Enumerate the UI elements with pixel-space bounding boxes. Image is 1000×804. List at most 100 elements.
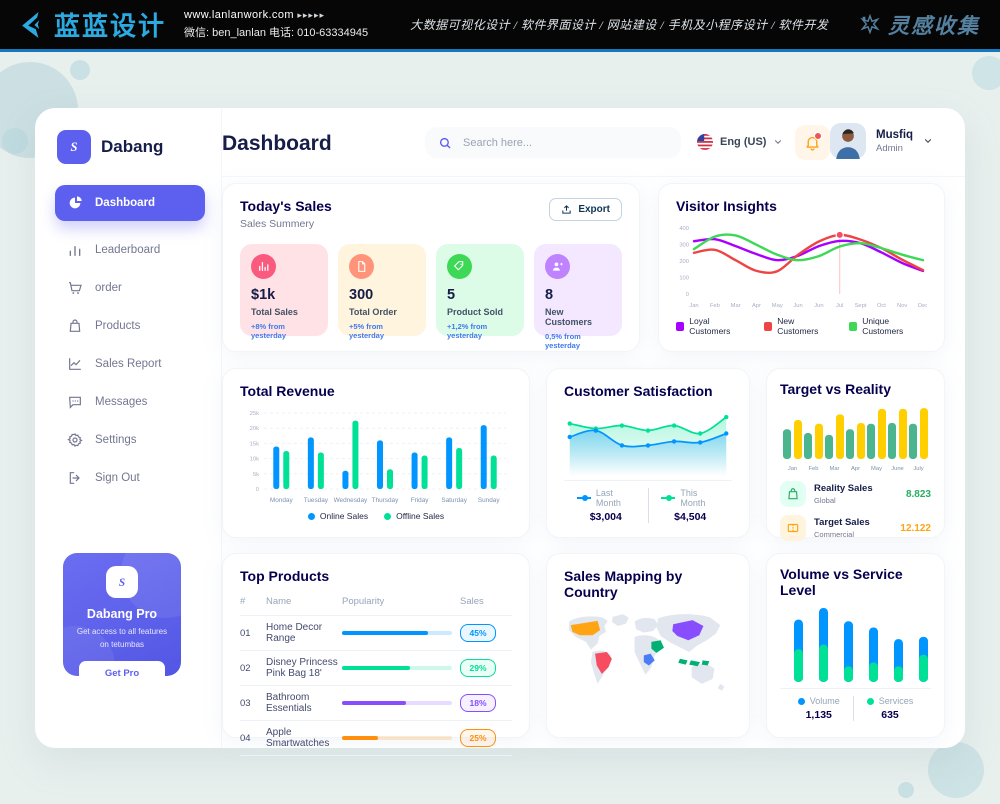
legend-item: Offline Sales: [384, 511, 444, 521]
product-rank: 02: [240, 662, 251, 674]
sidebar-item-dashboard[interactable]: Dashboard: [55, 185, 205, 221]
landmass-australia: [691, 664, 715, 684]
legend-total: $3,004: [589, 510, 622, 523]
svg-text:300: 300: [679, 243, 689, 249]
get-pro-button[interactable]: Get Pro: [79, 660, 165, 676]
sales-badge: 45%: [460, 624, 496, 642]
table-cell: Apple Smartwatches: [266, 721, 342, 756]
landmass-europe: [634, 617, 659, 633]
svg-text:Apr: Apr: [851, 466, 860, 472]
sidebar-item-products[interactable]: Products: [55, 307, 205, 345]
svg-text:S: S: [119, 577, 125, 589]
user-menu[interactable]: Musfiq Admin: [830, 123, 933, 159]
sidebar-divider: [221, 108, 222, 748]
pro-title: Dabang Pro: [86, 607, 158, 621]
stat-label: Product Sold: [447, 307, 503, 317]
visitor-insights-card: Visitor Insights 0 100 200 300 400 Jan Feb Mar A…: [658, 183, 945, 352]
table-cell: [342, 651, 460, 686]
svg-text:Jan: Jan: [689, 303, 698, 309]
target-vs-reality-card: Target vs Reality Jan Feb Mar Apr May June Jul…: [766, 368, 945, 541]
stat-trend: 0,5% from yesterday: [545, 332, 581, 350]
sidebar-item-sign-out[interactable]: Sign Out: [55, 459, 205, 497]
legend-divider: [647, 487, 649, 523]
table-cell: 01: [240, 616, 266, 651]
brand-name: Dabang: [101, 137, 164, 156]
volume-service-chart: [780, 602, 931, 686]
us-flag-icon: [697, 134, 713, 150]
sidebar-item-label: Sign Out: [95, 472, 140, 484]
country-saudi-arabia: [651, 640, 664, 653]
pro-card: S Dabang Pro Get access to all features …: [63, 553, 181, 676]
tag-icon: [447, 254, 472, 279]
legend-item: Volume 1,135: [785, 696, 853, 721]
sidebar-menu: Dashboard Leaderboard order Products Sales R…: [55, 185, 205, 497]
legend-swatch: [797, 697, 805, 705]
export-button[interactable]: Export: [549, 198, 622, 221]
sidebar-item-messages[interactable]: Messages: [55, 383, 205, 421]
table-cell: 18%: [460, 686, 512, 721]
table-cell: 25%: [460, 721, 512, 756]
svg-text:Mar: Mar: [731, 303, 741, 309]
table-cell: 04: [240, 721, 266, 756]
avatar: [830, 123, 866, 159]
stat-value: 300: [349, 287, 374, 303]
table-cell: Home Decor Range: [266, 616, 342, 651]
svg-text:400: 400: [679, 226, 689, 232]
popularity-bar: [342, 736, 452, 740]
banner-contact: 微信: ben_lanlan 电话: 010-63334945: [184, 27, 369, 39]
products-icon: [67, 318, 83, 334]
sales-stat-card-3: 8 New Customers 0,5% from yesterday: [534, 244, 622, 350]
banner-services: 大数据可视化设计 / 软件界面设计 / 网站建设 / 手机及小程序设计 / 软件…: [410, 18, 829, 32]
svg-text:June: June: [891, 466, 904, 472]
sidebar-item-leaderboard[interactable]: Leaderboard: [55, 231, 205, 269]
svg-text:200: 200: [679, 259, 689, 265]
sidebar-item-label: Products: [95, 320, 141, 332]
total-revenue-title: Total Revenue: [240, 383, 335, 399]
customer-satisfaction-card: Customer Satisfaction Last Month $3,004 Th…: [546, 368, 750, 538]
svg-text:20k: 20k: [250, 426, 259, 432]
legend-item: This Month $4,504: [648, 488, 732, 523]
language-label: Eng (US): [720, 136, 767, 148]
visitor-insights-legend: Loyal Customers New Customers Unique Custo…: [676, 316, 927, 336]
footer-label: Target Sales: [814, 517, 870, 528]
stat-value: 5: [447, 287, 456, 303]
customer-satisfaction-legend: Last Month $3,004 This Month $4,504: [564, 479, 732, 523]
sidebar-item-sales-report[interactable]: Sales Report: [55, 345, 205, 383]
svg-text:Monday: Monday: [270, 497, 294, 504]
svg-text:Jan: Jan: [788, 466, 797, 472]
legend-item: Online Sales: [307, 511, 368, 521]
table-cell: [342, 686, 460, 721]
svg-text:100: 100: [679, 276, 689, 282]
lanlan-logo-icon: [22, 11, 40, 38]
search-bar: [425, 127, 681, 158]
bar-chart-icon: [251, 254, 276, 279]
notifications-button[interactable]: [795, 125, 830, 160]
top-products-card: Top Products # Name Popularity Sales 01 Home …: [222, 553, 530, 756]
sidebar-item-order[interactable]: order: [55, 269, 205, 307]
legend-swatch: [763, 321, 773, 331]
landmass-new-zealand: [717, 683, 725, 691]
target-footer-row: Reality Sales Global 8.823: [780, 481, 931, 507]
language-selector[interactable]: Eng (US): [697, 134, 783, 150]
chevron-down-icon: [775, 140, 782, 145]
stat-trend: +1,2% from yesterday: [447, 322, 488, 340]
total-revenue-card: Total Revenue 0 5k 10k 15k 20k 25k Monday Tuesd…: [222, 368, 530, 538]
product-name: Home Decor Range: [266, 622, 323, 644]
search-input[interactable]: [461, 135, 668, 150]
sidebar-item-settings[interactable]: Settings: [55, 421, 205, 459]
legend-swatch: [676, 321, 685, 331]
legend-swatch: [848, 321, 858, 331]
sales-badge: 29%: [460, 659, 496, 677]
sales-mapping-card: Sales Mapping by Country: [546, 553, 750, 738]
stat-value: $1k: [251, 287, 276, 303]
settings-icon: [67, 432, 83, 448]
table-cell: 45%: [460, 616, 512, 651]
bag-icon: [780, 481, 806, 507]
sidebar-item-label: Sales Report: [95, 358, 162, 370]
svg-text:July: July: [913, 466, 923, 472]
svg-text:Jun: Jun: [793, 303, 802, 309]
sales-badge: 25%: [460, 729, 496, 747]
ticket-icon: [780, 515, 806, 541]
stat-trend: +5% from yesterday: [349, 322, 385, 340]
landmass-greenland: [611, 614, 629, 626]
